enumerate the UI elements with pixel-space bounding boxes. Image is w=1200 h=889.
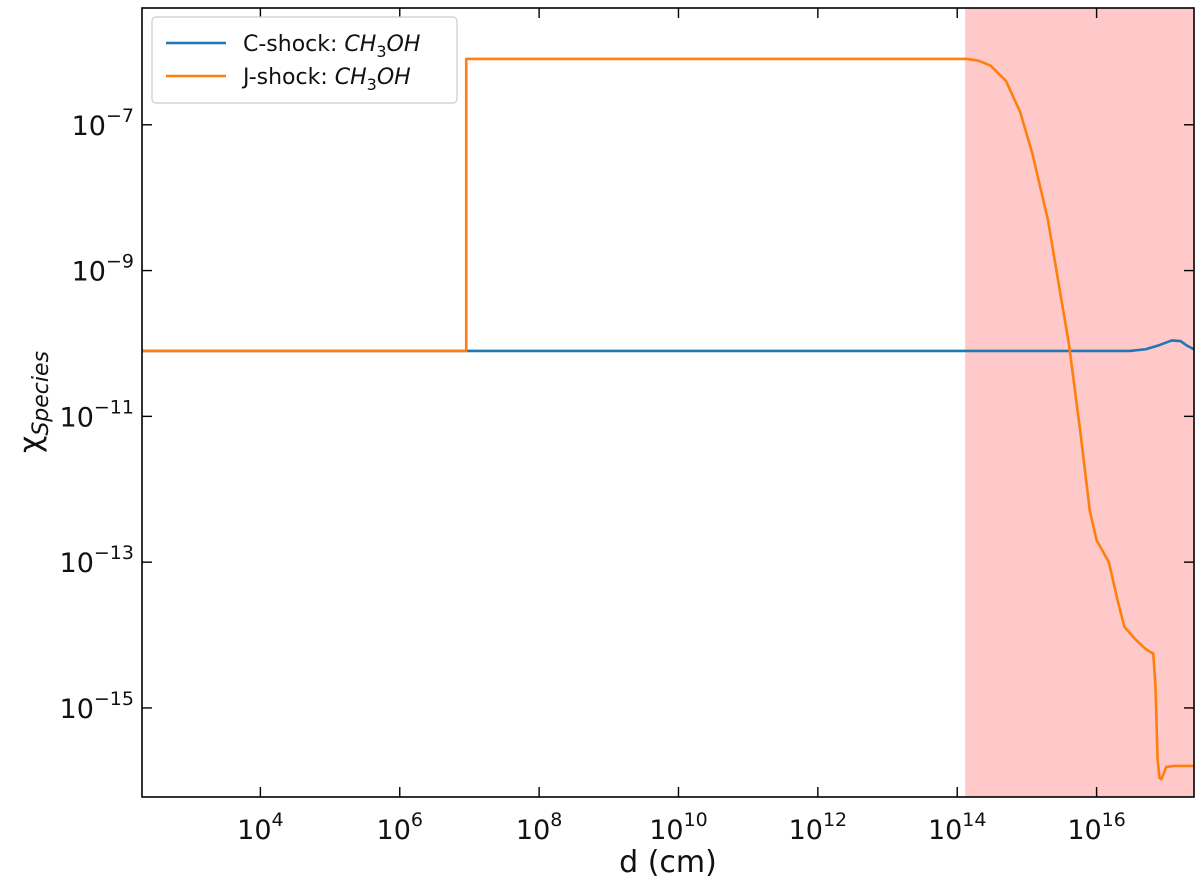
x-tick-label-exp: 16 (1102, 809, 1126, 831)
y-tick-label: 10−15 (60, 688, 134, 725)
legend-label-j-shock-species: CH (335, 65, 367, 90)
x-tick-label-base: 10 (1067, 815, 1101, 846)
legend-label-j-shock: J-shock: CH3OH (241, 65, 411, 94)
y-tick-label-base: 10 (72, 257, 106, 288)
x-tick-label-base: 10 (377, 815, 411, 846)
x-tick-label: 106 (377, 809, 423, 846)
shaded-region (965, 8, 1194, 797)
y-tick-label-exp: −7 (106, 105, 134, 127)
y-tick-label-exp: −11 (94, 396, 134, 418)
plot-area (965, 8, 1194, 797)
series-layer (142, 57, 1194, 781)
y-tick-label: 10−7 (72, 105, 134, 142)
x-tick-label-exp: 14 (962, 809, 986, 831)
x-tick-label: 1016 (1067, 809, 1126, 846)
legend-label-c-shock-suffix: OH (387, 32, 421, 57)
x-tick-label: 108 (516, 809, 562, 846)
y-tick-label-exp: −9 (106, 251, 134, 273)
plot-frame (141, 7, 1195, 798)
series-line-j-shock (142, 57, 1194, 781)
x-tick-label: 1014 (928, 809, 987, 846)
series-line-c-shock (142, 339, 1194, 353)
y-tick-label: 10−13 (60, 542, 134, 579)
y-tick-label-base: 10 (60, 402, 94, 433)
x-tick-label-exp: 6 (411, 809, 423, 831)
y-axis-label-main: χ (13, 436, 48, 453)
legend: C-shock: CH3OH J-shock: CH3OH (151, 16, 458, 104)
legend-label-c-shock-sub: 3 (376, 42, 386, 61)
x-tick-label: 104 (237, 809, 283, 846)
x-tick-label-exp: 8 (550, 809, 562, 831)
legend-label-c-shock: C-shock: CH3OH (243, 32, 420, 61)
y-axis-label: χSpecies (13, 351, 54, 453)
y-tick-label-base: 10 (60, 548, 94, 579)
legend-entry-c-shock: C-shock: CH3OH (166, 32, 420, 61)
x-tick-label-base: 10 (237, 815, 271, 846)
x-tick-label-base: 10 (649, 815, 683, 846)
legend-entry-j-shock: J-shock: CH3OH (166, 65, 411, 94)
x-axis-ticks: 104 106 108 1010 1012 1014 1016 (237, 8, 1126, 846)
x-tick-label-base: 10 (928, 815, 962, 846)
y-tick-label: 10−11 (60, 396, 134, 433)
legend-label-c-shock-prefix: C-shock: (243, 32, 344, 57)
legend-label-j-shock-sub: 3 (367, 75, 377, 94)
x-tick-label-exp: 4 (272, 809, 284, 831)
y-tick-label-exp: −15 (94, 688, 134, 710)
y-tick-label: 10−9 (72, 251, 134, 288)
y-tick-label-base: 10 (60, 694, 94, 725)
y-tick-label-base: 10 (72, 111, 106, 142)
x-tick-label-base: 10 (516, 815, 550, 846)
x-axis-label: d (cm) (619, 845, 717, 880)
x-tick-label: 1012 (789, 809, 848, 846)
x-tick-label-base: 10 (789, 815, 823, 846)
x-tick-label-exp: 12 (823, 809, 847, 831)
legend-label-j-shock-prefix: J-shock: (241, 65, 335, 90)
x-tick-label-exp: 10 (684, 809, 708, 831)
y-axis-label-sub: Species (29, 351, 54, 436)
legend-label-j-shock-suffix: OH (377, 65, 411, 90)
legend-label-c-shock-species: CH (344, 32, 376, 57)
legend-box (151, 16, 458, 104)
y-tick-label-exp: −13 (94, 542, 134, 564)
x-tick-label: 1010 (649, 809, 708, 846)
